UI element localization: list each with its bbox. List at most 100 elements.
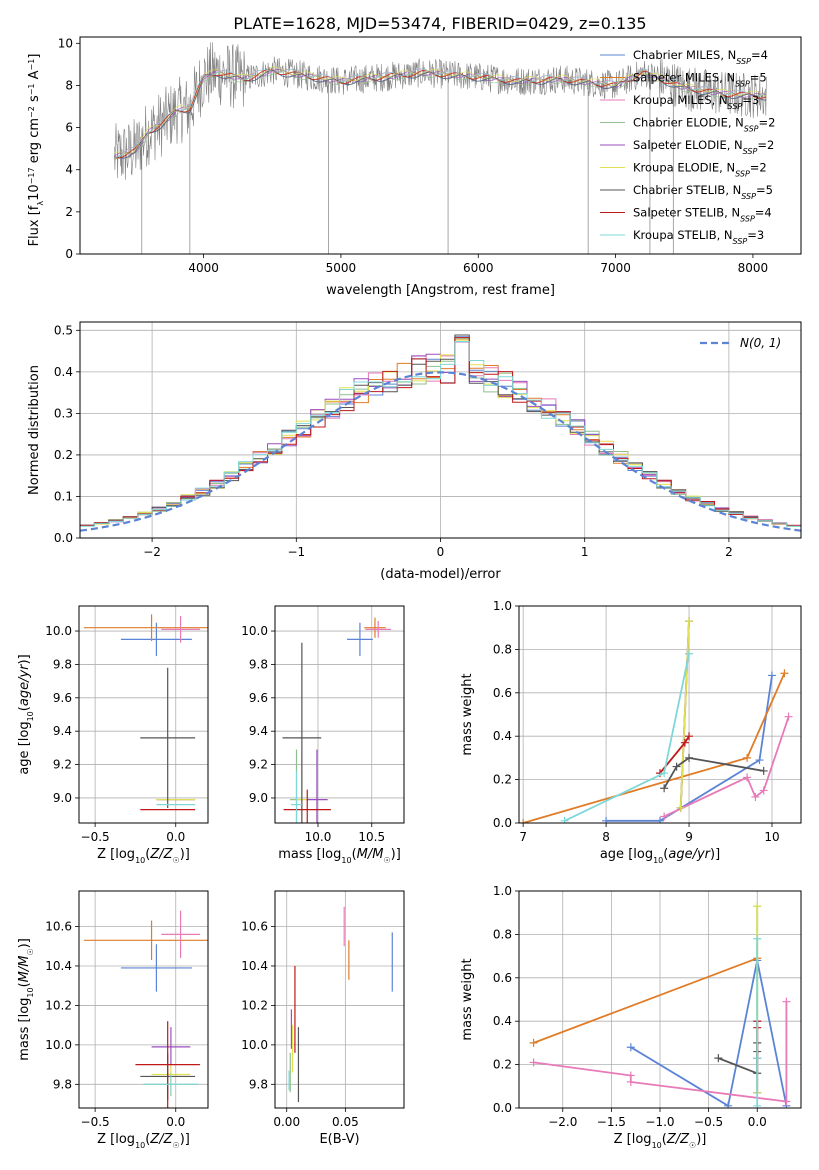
y-tick-label: 10.6 xyxy=(241,920,268,934)
legend-entry: Kroupa STELIB, NSSP=3 xyxy=(633,228,764,246)
y-axis-label: mass [log10(M/M☉)] xyxy=(17,938,35,1061)
model-spectrum-salpeter-elodie xyxy=(114,68,767,157)
legend-entry: Chabrier MILES, NSSP=4 xyxy=(633,48,768,66)
y-tick-label: 0.6 xyxy=(493,686,512,700)
legend-entry: Chabrier STELIB, NSSP=5 xyxy=(633,183,773,201)
label-part: Flux [f xyxy=(27,205,42,246)
label-part: 10 xyxy=(341,856,351,865)
x-tick-label: −1 xyxy=(287,545,305,559)
x-tick-label: 10 xyxy=(764,830,779,844)
label-part: Chabrier STELIB, N xyxy=(633,183,741,197)
y-axis-label: mass weight xyxy=(460,673,475,755)
weight-line-chabrier-miles xyxy=(630,960,788,1108)
model-spectrum-kroupa-elodie xyxy=(114,66,767,154)
y-tick-label: 10.4 xyxy=(45,959,72,973)
y-tick-label: 0.0 xyxy=(54,531,73,545)
label-part: SSP xyxy=(735,79,750,88)
weight-marker xyxy=(602,816,611,823)
label-part: Kroupa STELIB, N xyxy=(633,228,733,242)
x-tick-label: 0.0 xyxy=(166,830,185,844)
legend-entry: Salpeter MILES, NSSP=5 xyxy=(633,71,767,89)
label-part: =5 xyxy=(756,183,773,197)
weight-marker xyxy=(782,997,791,1006)
label-part: −17 xyxy=(27,167,36,184)
y-tick-label: 10.0 xyxy=(45,624,72,638)
mass-vs-ebv-panel: 0.00 0.05 9.8 10.0 10.2 10.4 10.6 E(B-V) xyxy=(241,890,405,1147)
normal-curve xyxy=(80,371,801,532)
label-part: 10 xyxy=(653,856,663,865)
x-tick-label: 10.0 xyxy=(305,830,332,844)
label-part: −1 xyxy=(27,59,36,71)
label-part: ( xyxy=(662,1132,667,1147)
weight-marker xyxy=(560,816,569,823)
y-tick-label: 0.3 xyxy=(54,406,73,420)
plot-area xyxy=(282,617,392,823)
label-part: M/M xyxy=(17,956,32,983)
weight-marker xyxy=(753,934,762,943)
weight-marker xyxy=(780,669,789,678)
weight-marker xyxy=(529,1038,538,1047)
y-axis-label: Flux [fλ10−17 erg cm−2 s−1 A−1] xyxy=(27,54,45,247)
x-tick-label: −1.5 xyxy=(597,1115,626,1129)
weight-marker xyxy=(767,671,776,680)
weight-marker xyxy=(784,712,793,721)
histogram-chabrier-stelib xyxy=(80,334,801,527)
label-part: ( xyxy=(17,982,32,987)
weight-marker xyxy=(724,1101,733,1108)
label-part: ( xyxy=(145,847,150,862)
x-tick-label: 8 xyxy=(602,830,610,844)
label-part: Z/Z xyxy=(666,1132,690,1147)
y-tick-label: 9.6 xyxy=(249,691,268,705)
weight-marker xyxy=(685,753,694,762)
plot-area xyxy=(529,902,791,1108)
label-part: −1 xyxy=(27,83,36,95)
label-part: )] xyxy=(180,1132,190,1147)
axes-frame xyxy=(78,605,209,824)
y-tick-label: 10.4 xyxy=(241,959,268,973)
label-part: 10 xyxy=(135,1141,145,1150)
weight-marker xyxy=(759,786,768,795)
weight-marker xyxy=(672,762,681,771)
weight-marker xyxy=(782,1097,791,1106)
y-tick-label: 0.8 xyxy=(493,642,512,656)
observed-spectrum xyxy=(114,42,767,180)
histogram-salpeter-stelib xyxy=(80,337,801,527)
y-tick-label: 9.6 xyxy=(53,691,72,705)
legend-entry: Kroupa ELODIE, NSSP=2 xyxy=(633,161,767,179)
x-axis-label: age [log10(age/yr)] xyxy=(600,847,720,865)
x-tick-label: 7 xyxy=(519,830,527,844)
weight-line-kroupa-stelib xyxy=(564,653,690,822)
x-tick-label: 7000 xyxy=(600,261,631,275)
y-tick-label: 0 xyxy=(65,247,73,261)
label-part: E(B-V) xyxy=(319,1132,359,1147)
histogram-kroupa-stelib xyxy=(80,341,801,527)
y-tick-label: 0.4 xyxy=(493,729,512,743)
label-part: =2 xyxy=(750,161,767,175)
residual-histogram-panel: −2 −1 0 1 2 0.0 0.1 0.2 0.3 0.4 0.5 (data-model)/er… xyxy=(27,321,802,582)
weight-line-salpeter-miles xyxy=(533,957,758,1044)
label-part: )] xyxy=(180,847,190,862)
x-axis-label: Z [log10(Z/Z☉)] xyxy=(97,847,190,865)
label-part: A xyxy=(27,70,42,83)
label-part: Z [log xyxy=(614,1132,652,1147)
label-part: ☉ xyxy=(689,1141,696,1150)
y-tick-label: 2 xyxy=(65,205,73,219)
label-part: SSP xyxy=(736,57,751,66)
plot-area xyxy=(83,910,208,1108)
y-tick-label: 9.8 xyxy=(53,657,72,671)
label-part: ☉ xyxy=(26,948,35,955)
x-tick-label: 2 xyxy=(725,545,733,559)
x-tick-label: 0.05 xyxy=(332,1115,359,1129)
x-tick-label: 0.0 xyxy=(748,1115,767,1129)
y-tick-label: 1.0 xyxy=(493,884,512,898)
label-part: =2 xyxy=(759,116,776,130)
weight-marker xyxy=(751,792,760,801)
plot-area xyxy=(83,614,208,811)
weight-marker xyxy=(656,816,664,823)
label-part: ( xyxy=(663,847,668,862)
label-part: =3 xyxy=(742,93,759,107)
label-part: Kroupa ELODIE, N xyxy=(633,161,735,175)
y-tick-label: 6 xyxy=(65,121,73,135)
age-vs-mass-panel: 10.0 10.5 9.0 9.2 9.4 9.6 9.8 10.0 mass [log10(M… xyxy=(241,605,405,865)
